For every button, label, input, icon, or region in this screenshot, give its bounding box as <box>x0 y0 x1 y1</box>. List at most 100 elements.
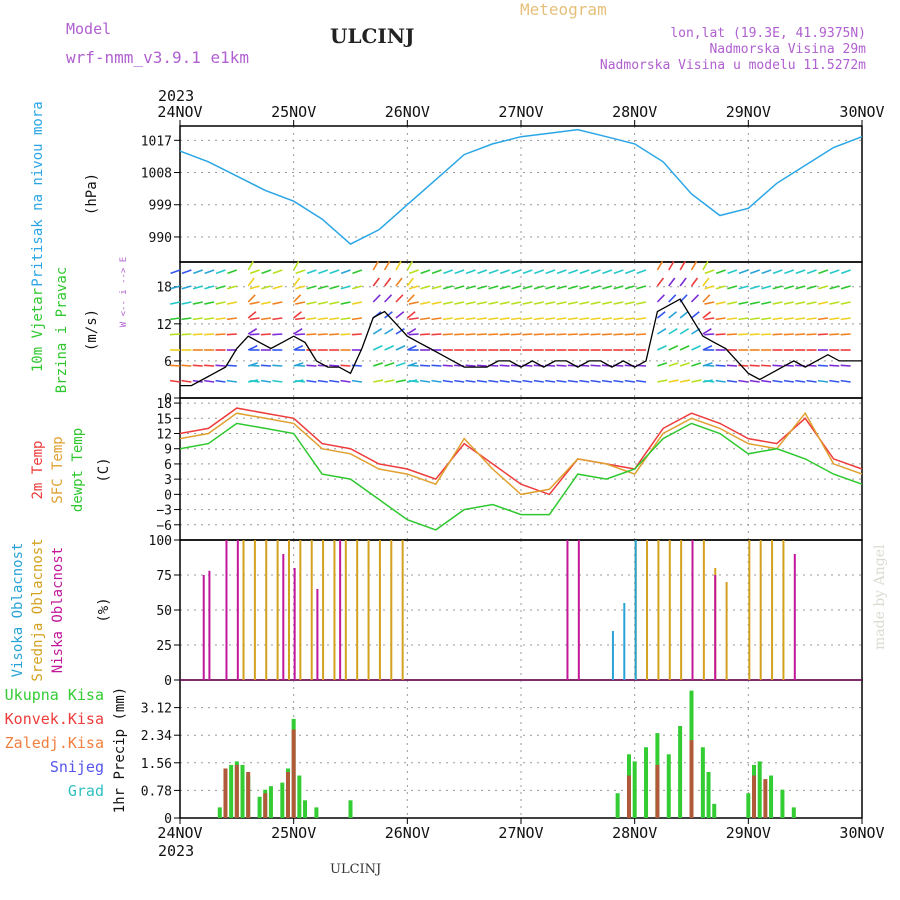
wind-arrow <box>395 294 404 303</box>
wind-arrow <box>749 364 760 367</box>
top-xtick-label: 28NOV <box>612 103 657 121</box>
wind-arrow <box>691 362 702 367</box>
wind-arrow <box>511 285 522 290</box>
wind-arrow <box>556 301 567 305</box>
wind-arrow <box>679 362 690 367</box>
wind-arrow <box>204 269 215 275</box>
wind-arrow <box>293 328 303 335</box>
wind-arrow <box>579 317 590 321</box>
wind-arrow <box>702 311 712 319</box>
wind-arrow <box>601 301 613 305</box>
wind-arrow <box>169 379 181 383</box>
wind-arrow <box>704 333 715 336</box>
wind-arrow <box>169 333 181 336</box>
wind-arrow <box>511 301 522 305</box>
wind-arrow <box>829 364 840 367</box>
wind-arrow <box>226 333 237 336</box>
wind-arrow <box>306 333 317 336</box>
wind-arrow <box>704 364 715 367</box>
wind-arrow <box>373 379 384 383</box>
precip-unit: 1hr Precip (mm) <box>112 687 128 813</box>
wind-arrow <box>454 301 465 305</box>
wind-arrow <box>247 328 258 335</box>
model-label: Model <box>66 20 112 38</box>
wind-arrow <box>169 317 181 321</box>
temperature-ytick-label: 9 <box>164 443 172 458</box>
wind-arrow <box>590 301 601 305</box>
wind-arrow <box>306 364 317 367</box>
wind-arrow <box>476 364 487 367</box>
wind-arrow <box>715 364 726 367</box>
wind-arrow <box>181 301 192 305</box>
wind-arrow <box>602 269 613 275</box>
pressure-unit: (hPa) <box>84 173 100 215</box>
wind-arrow <box>383 260 391 271</box>
wind-arrow <box>204 317 215 321</box>
wind-arrow <box>372 362 383 367</box>
precip-bar <box>626 775 631 818</box>
bottom-xtick-label: 26NOV <box>385 824 430 842</box>
precip-bar <box>240 764 245 818</box>
wind-arrow <box>352 269 363 275</box>
wind-arrow <box>510 317 522 321</box>
wind-arrow <box>761 285 772 290</box>
wind-arrow <box>817 301 829 305</box>
wind-arrow <box>522 379 533 383</box>
wind-arrow <box>317 333 328 336</box>
wind-arrow <box>704 317 715 321</box>
wind-arrow <box>260 333 271 336</box>
wind-arrow <box>590 317 601 321</box>
temp-line-2 <box>179 422 863 531</box>
cloud-bar <box>310 540 313 680</box>
wind-arrow <box>383 277 392 287</box>
pressure-ytick-label: 1008 <box>141 167 172 182</box>
wind-arrow <box>226 364 237 367</box>
wind-arrow <box>668 345 679 351</box>
temperature-ytick-label: −3 <box>156 504 172 519</box>
cloud-bar <box>299 540 302 680</box>
wind-arrow <box>783 379 794 383</box>
wind-arrow <box>783 285 795 290</box>
wind-arrow <box>406 328 417 335</box>
cloud-bar <box>287 540 290 680</box>
wind-arrow <box>668 260 675 271</box>
wind-arrow <box>408 333 419 336</box>
wind-arrow <box>465 364 476 367</box>
wind-arrow <box>293 294 302 303</box>
wind-arrow <box>556 285 567 290</box>
precip-bar <box>314 807 319 818</box>
wind-arrow <box>443 269 454 275</box>
cloud-bar <box>265 540 268 680</box>
wind-arrow <box>272 317 283 321</box>
wind-arrow <box>406 260 414 271</box>
wind-arrow <box>624 269 635 275</box>
wind-arrow <box>420 317 431 321</box>
wind-arrow <box>818 269 829 275</box>
wind-arrow <box>533 379 544 383</box>
wind-arrow <box>465 301 476 305</box>
wind-arrow <box>340 317 351 321</box>
cloud-bar <box>378 540 381 680</box>
wind-arrow <box>420 269 431 275</box>
wind-arrow <box>465 269 476 275</box>
wind-arrow <box>567 301 578 305</box>
wind-arrow <box>340 379 351 383</box>
wind-arrow <box>272 285 283 290</box>
bottom-xtick-label: 28NOV <box>612 824 657 842</box>
cloud-bar <box>611 631 614 680</box>
wind-arrow <box>656 311 666 319</box>
wind-arrow <box>454 269 465 275</box>
wind-arrow <box>499 285 510 290</box>
wind-arrow <box>499 379 510 383</box>
temperature-ytick-label: 12 <box>156 428 172 443</box>
cloud-bar <box>225 540 228 680</box>
temperature-ytick-label: 18 <box>156 397 172 412</box>
wind-arrow <box>420 364 431 367</box>
wind-arrow <box>442 301 453 305</box>
wind-arrow <box>406 277 414 287</box>
wind-arrow <box>295 333 306 336</box>
wind-arrow <box>295 301 306 305</box>
wind-arrow <box>840 317 851 321</box>
wind-arrow <box>215 364 226 367</box>
